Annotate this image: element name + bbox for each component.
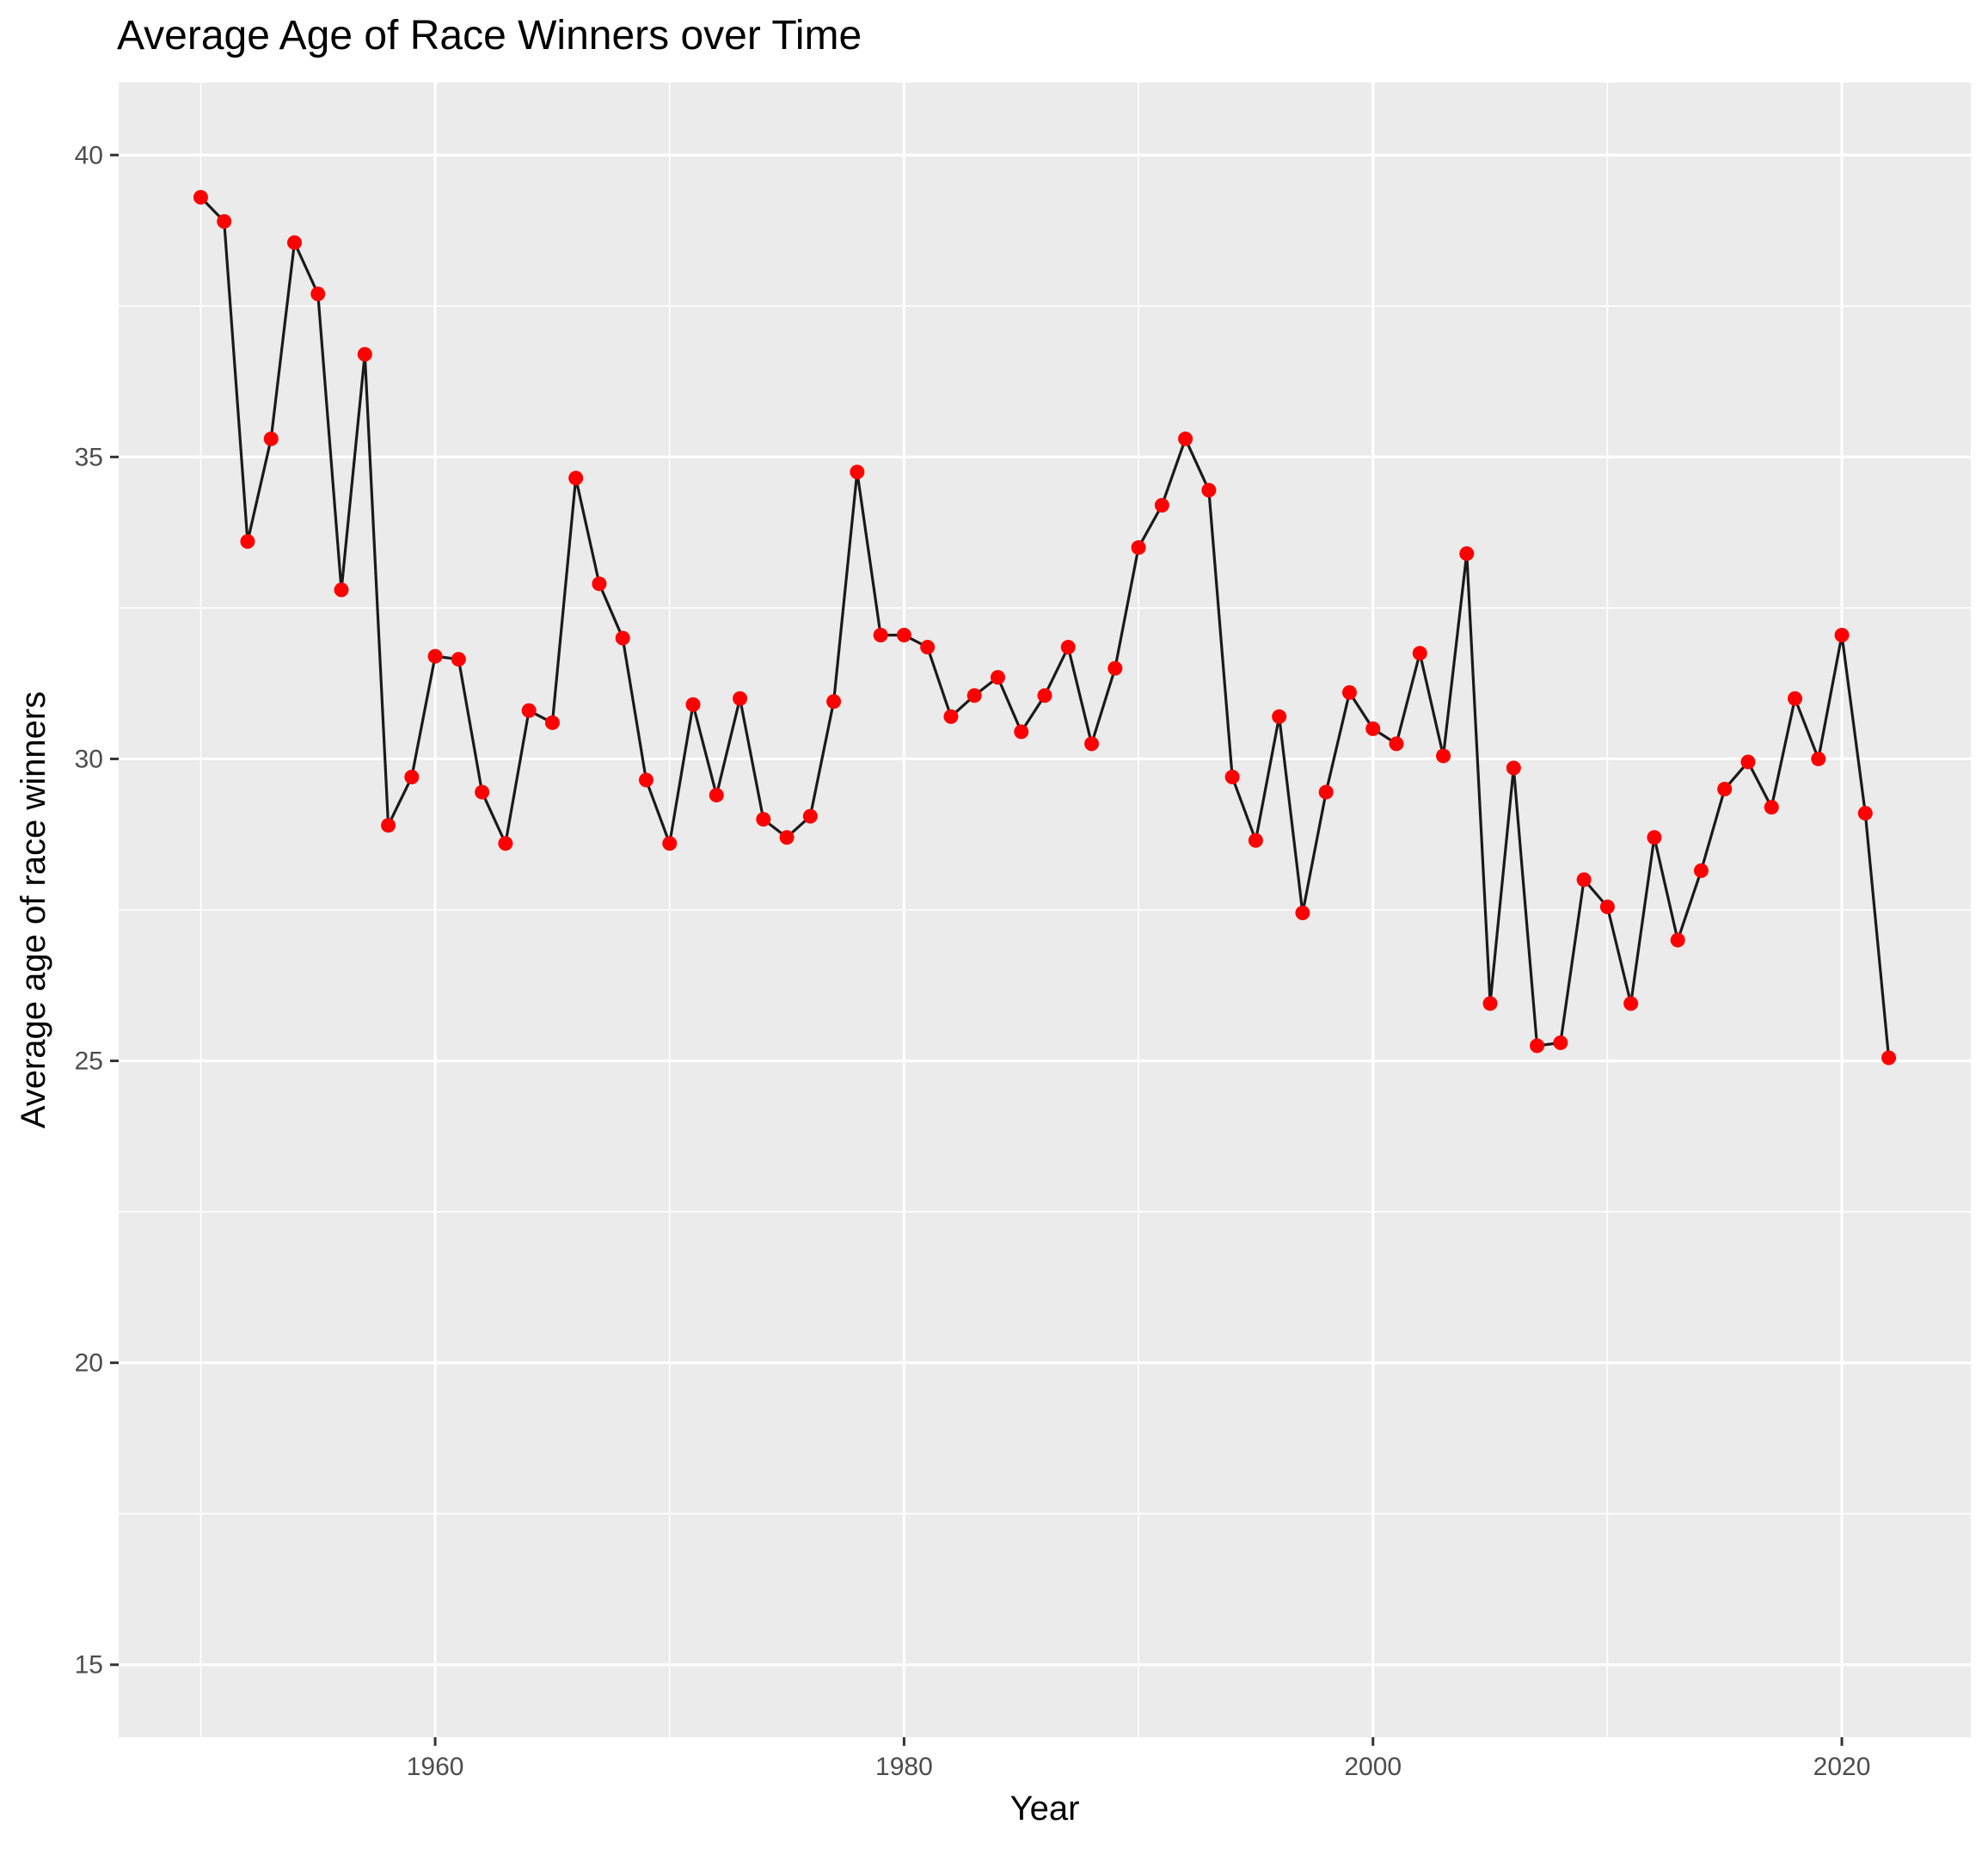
data-point <box>1623 996 1639 1011</box>
y-tick-label: 15 <box>75 1651 103 1680</box>
data-point <box>1154 498 1169 513</box>
data-point <box>1436 748 1451 764</box>
data-point <box>1037 688 1052 703</box>
major-gridlines <box>119 83 1971 1737</box>
data-point <box>1365 721 1381 736</box>
data-point <box>1412 646 1427 661</box>
data-point <box>544 715 560 730</box>
data-point <box>850 464 865 480</box>
data-point <box>240 534 255 550</box>
data-point <box>427 648 443 664</box>
y-tick-label: 30 <box>75 745 103 773</box>
minor-gridlines <box>119 83 1971 1737</box>
data-point <box>662 836 678 851</box>
data-point <box>193 189 208 205</box>
data-point <box>685 697 701 712</box>
data-point <box>1647 830 1662 845</box>
x-axis-title: Year <box>1010 1790 1080 1828</box>
y-tick-label: 25 <box>75 1047 103 1076</box>
data-point <box>1553 1035 1568 1050</box>
data-point <box>1788 691 1803 706</box>
data-point <box>498 836 513 851</box>
data-point <box>286 235 302 250</box>
data-point <box>217 214 232 230</box>
y-tick-label: 40 <box>75 141 103 169</box>
y-axis-tick-labels: 15 20 25 30 35 40 <box>75 141 103 1679</box>
data-point <box>826 694 842 710</box>
data-point <box>1272 709 1287 724</box>
data-point <box>381 818 396 833</box>
data-point <box>1599 899 1615 914</box>
data-point <box>1506 760 1521 776</box>
data-point <box>1530 1038 1545 1054</box>
data-point <box>896 628 911 643</box>
data-point <box>920 640 936 655</box>
data-point <box>451 652 466 667</box>
y-tick-label: 20 <box>75 1349 103 1378</box>
data-point <box>1224 770 1240 785</box>
data-point <box>568 470 584 486</box>
x-axis-tick-labels: 1960 1980 2000 2020 <box>407 1753 1871 1781</box>
data-point <box>1857 806 1873 821</box>
x-tick-label: 2020 <box>1813 1753 1871 1781</box>
data-point <box>1108 660 1123 676</box>
data-point <box>873 628 888 643</box>
data-point <box>1084 736 1100 752</box>
data-point <box>1178 431 1193 446</box>
data-point <box>709 788 724 803</box>
data-point <box>310 286 326 302</box>
data-point <box>1740 754 1756 770</box>
data-point <box>1341 685 1357 700</box>
y-axis-title: Average age of race winners <box>15 691 52 1128</box>
chart-title: Average Age of Race Winners over Time <box>117 13 862 58</box>
data-point <box>1670 932 1685 948</box>
data-point <box>943 709 959 724</box>
data-point <box>404 770 420 785</box>
data-point <box>1576 872 1592 888</box>
data-point <box>475 784 490 800</box>
data-point <box>1389 736 1404 752</box>
data-point <box>1295 906 1310 921</box>
data-point <box>1131 540 1146 556</box>
data-points <box>193 189 1897 1066</box>
data-point <box>615 630 630 646</box>
data-point <box>1201 482 1217 498</box>
y-tick-label: 35 <box>75 443 103 471</box>
data-point <box>1014 724 1029 740</box>
data-point <box>263 431 279 446</box>
data-point <box>1693 863 1709 878</box>
data-point <box>1881 1050 1897 1066</box>
x-tick-label: 1980 <box>875 1753 933 1781</box>
data-point <box>1459 546 1475 562</box>
data-point <box>638 772 653 788</box>
data-point <box>779 830 795 845</box>
data-point <box>521 703 537 718</box>
data-point <box>357 347 372 362</box>
data-point <box>1060 640 1076 655</box>
data-point <box>990 670 1005 685</box>
data-point <box>966 688 982 703</box>
data-point <box>1318 784 1334 800</box>
data-point <box>592 576 607 592</box>
data-point <box>756 812 771 827</box>
data-point <box>1811 751 1826 766</box>
data-point <box>1717 782 1733 797</box>
data-point <box>1248 832 1263 848</box>
data-point <box>1834 628 1850 643</box>
axis-ticks <box>110 153 1844 1746</box>
x-tick-label: 2000 <box>1344 1753 1402 1781</box>
data-point <box>733 691 748 706</box>
data-point <box>1482 996 1498 1011</box>
data-point <box>802 808 818 824</box>
data-point <box>1764 800 1779 815</box>
x-tick-label: 1960 <box>407 1753 464 1781</box>
data-point <box>334 582 349 598</box>
